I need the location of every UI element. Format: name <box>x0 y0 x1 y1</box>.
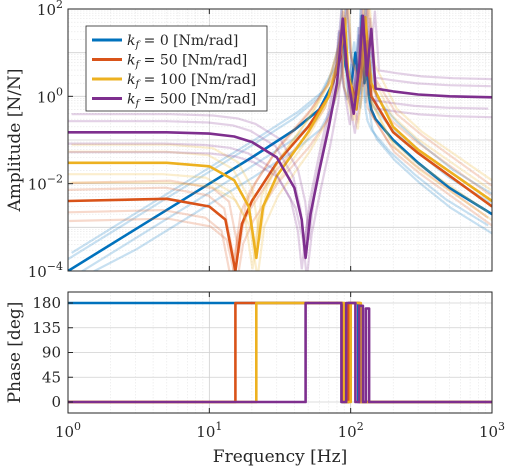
series-variation-line <box>69 35 492 271</box>
x-tick-label: 102 <box>338 420 364 441</box>
plot-area <box>68 9 492 271</box>
x-tick-label: 103 <box>479 420 505 441</box>
x-tick-label: 101 <box>196 420 222 441</box>
axes-box <box>67 8 493 272</box>
series-line-3 <box>68 301 492 404</box>
x-axis-label: Frequency [Hz] <box>213 447 347 467</box>
x-tick-label: 100 <box>55 420 81 441</box>
legend-entry: kf = 0 [Nm/rad] <box>127 33 238 51</box>
series-line-3 <box>68 14 492 260</box>
series-variation-line <box>68 9 492 261</box>
y-tick-label: 10−4 <box>28 260 63 281</box>
y-tick-label: 10−2 <box>28 173 63 194</box>
legend: kf = 0 [Nm/rad] kf = 50 [Nm/rad]kf = 100 … <box>85 25 268 112</box>
legend-entry: kf = 50 [Nm/rad] <box>127 53 247 71</box>
phase-panel: 0 45 90 135 180 100 101 102 103 Frequency [Hz] Pha… <box>5 291 505 467</box>
legend-entry: kf = 500 [Nm/rad] <box>127 92 256 110</box>
plot-area <box>68 301 492 404</box>
y-axis-label: Amplitude [N/N] <box>5 68 25 212</box>
series-variation-line <box>80 27 489 271</box>
y-tick-label: 180 <box>32 294 61 312</box>
y-axis-label: Phase [deg] <box>5 302 25 404</box>
series-variation-line <box>71 9 492 240</box>
series-variation-line <box>68 27 489 270</box>
series-variation-line <box>69 38 492 271</box>
series-line-0 <box>68 14 492 271</box>
y-tick-label: 135 <box>32 319 61 337</box>
y-tick-label: 102 <box>37 0 63 19</box>
legend-entry: kf = 100 [Nm/rad] <box>127 72 256 90</box>
y-tick-label: 100 <box>37 85 63 106</box>
amplitude-panel: 10−4 10−2 100 102 Amplitude [N/N] kf = 0 [Nm/… <box>5 0 493 281</box>
y-tick-label: 0 <box>51 393 61 411</box>
series-line-2 <box>68 15 492 260</box>
y-tick-label: 45 <box>42 368 61 386</box>
y-tick-label: 90 <box>42 344 61 362</box>
